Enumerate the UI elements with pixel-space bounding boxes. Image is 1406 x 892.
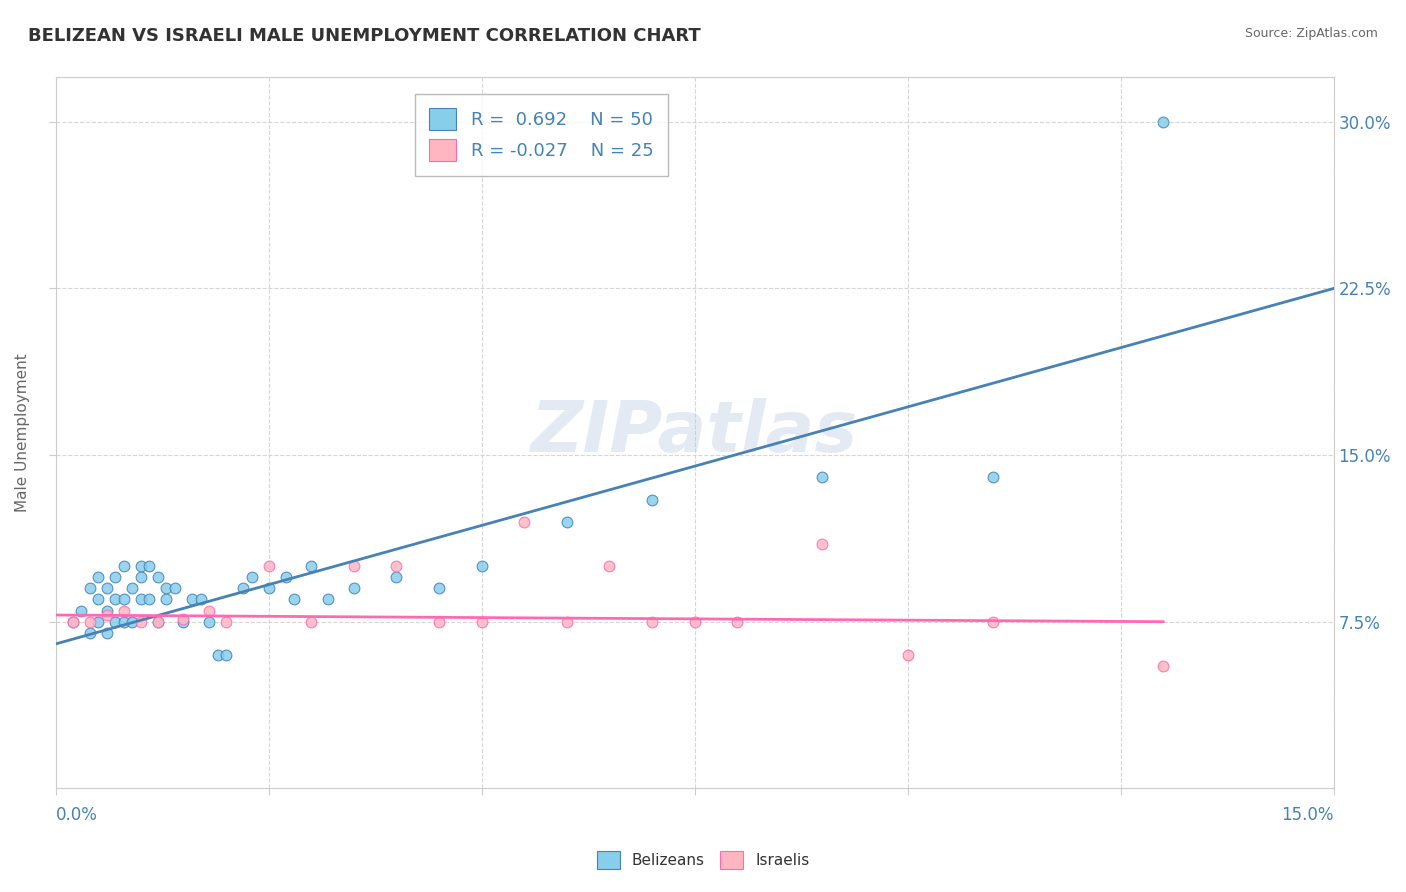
Point xyxy=(555,515,578,529)
Point xyxy=(104,592,127,607)
Text: ZIPatlas: ZIPatlas xyxy=(531,399,858,467)
Point xyxy=(427,582,450,596)
Point xyxy=(427,615,450,629)
Point xyxy=(96,608,118,623)
Point xyxy=(343,559,366,574)
Point xyxy=(138,592,160,607)
Point xyxy=(283,592,305,607)
Point xyxy=(981,470,1004,484)
Point xyxy=(87,615,110,629)
Point xyxy=(146,570,169,584)
Point xyxy=(299,615,322,629)
Point xyxy=(104,570,127,584)
Point xyxy=(981,615,1004,629)
Point xyxy=(129,570,152,584)
Point xyxy=(598,559,620,574)
Point xyxy=(121,582,143,596)
Point xyxy=(385,570,408,584)
Point xyxy=(96,604,118,618)
Text: Source: ZipAtlas.com: Source: ZipAtlas.com xyxy=(1244,27,1378,40)
Point xyxy=(1152,115,1174,129)
Point xyxy=(683,615,706,629)
Point xyxy=(79,625,101,640)
Point xyxy=(811,470,834,484)
Y-axis label: Male Unemployment: Male Unemployment xyxy=(15,353,30,512)
Point xyxy=(104,615,127,629)
Point xyxy=(62,615,84,629)
Point xyxy=(343,582,366,596)
Point xyxy=(811,537,834,551)
Point xyxy=(172,615,194,629)
Text: 0.0%: 0.0% xyxy=(56,806,97,824)
Point xyxy=(1152,659,1174,673)
Point xyxy=(87,570,110,584)
Point xyxy=(129,615,152,629)
Point xyxy=(257,559,280,574)
Point xyxy=(181,592,204,607)
Point xyxy=(96,625,118,640)
Point xyxy=(112,559,135,574)
Point xyxy=(79,615,101,629)
Point xyxy=(138,559,160,574)
Point xyxy=(79,582,101,596)
Point xyxy=(163,582,186,596)
Point xyxy=(96,582,118,596)
Point xyxy=(316,592,339,607)
Point xyxy=(129,559,152,574)
Point xyxy=(62,615,84,629)
Point xyxy=(198,615,221,629)
Point xyxy=(112,615,135,629)
Legend: R =  0.692    N = 50, R = -0.027    N = 25: R = 0.692 N = 50, R = -0.027 N = 25 xyxy=(415,94,668,176)
Point xyxy=(112,592,135,607)
Point xyxy=(190,592,212,607)
Point xyxy=(232,582,254,596)
Point xyxy=(240,570,263,584)
Text: BELIZEAN VS ISRAELI MALE UNEMPLOYMENT CORRELATION CHART: BELIZEAN VS ISRAELI MALE UNEMPLOYMENT CO… xyxy=(28,27,700,45)
Legend: Belizeans, Israelis: Belizeans, Israelis xyxy=(591,845,815,875)
Point xyxy=(121,615,143,629)
Point xyxy=(215,615,238,629)
Point xyxy=(172,612,194,626)
Point xyxy=(513,515,536,529)
Point xyxy=(215,648,238,662)
Point xyxy=(70,604,93,618)
Point xyxy=(155,582,177,596)
Point xyxy=(112,604,135,618)
Point xyxy=(299,559,322,574)
Point xyxy=(198,604,221,618)
Point xyxy=(641,615,664,629)
Text: 15.0%: 15.0% xyxy=(1281,806,1333,824)
Point xyxy=(274,570,297,584)
Point xyxy=(146,615,169,629)
Point xyxy=(897,648,920,662)
Point xyxy=(471,615,494,629)
Point xyxy=(385,559,408,574)
Point xyxy=(87,592,110,607)
Point xyxy=(155,592,177,607)
Point xyxy=(725,615,748,629)
Point xyxy=(257,582,280,596)
Point xyxy=(207,648,229,662)
Point xyxy=(555,615,578,629)
Point xyxy=(146,615,169,629)
Point xyxy=(641,492,664,507)
Point xyxy=(129,592,152,607)
Point xyxy=(471,559,494,574)
